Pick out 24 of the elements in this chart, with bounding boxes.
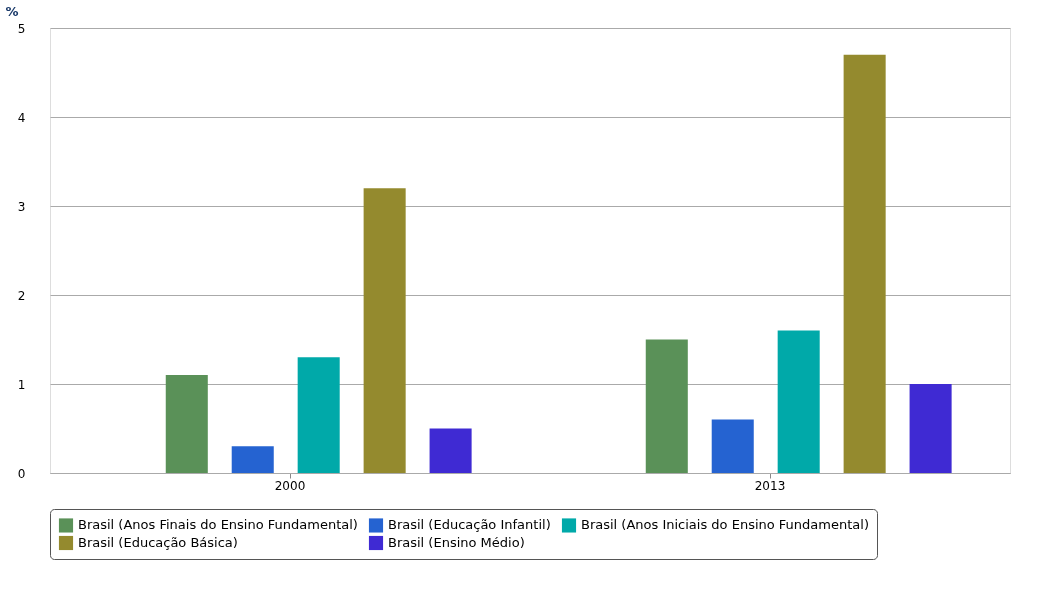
y-axis-title: % bbox=[5, 3, 19, 19]
bar bbox=[777, 330, 820, 473]
y-tick-label: 4 bbox=[17, 110, 26, 125]
y-tick-label: 5 bbox=[17, 21, 26, 36]
bar bbox=[909, 384, 952, 473]
bar bbox=[297, 357, 340, 473]
x-tick-label: 2013 bbox=[754, 478, 786, 493]
legend-label: Brasil (Educação Infantil) bbox=[388, 517, 551, 533]
legend-label: Brasil (Ensino Médio) bbox=[388, 535, 525, 550]
bar bbox=[645, 339, 688, 473]
legend-label: Brasil (Anos Iniciais do Ensino Fundamental) bbox=[581, 517, 869, 533]
legend-label: Brasil (Educação Básica) bbox=[78, 535, 238, 550]
bar bbox=[165, 375, 208, 473]
bar bbox=[429, 428, 472, 473]
x-tick-label: 2000 bbox=[274, 478, 306, 493]
bar bbox=[231, 446, 274, 473]
bar bbox=[843, 54, 886, 473]
y-tick-label: 2 bbox=[17, 288, 26, 303]
bar bbox=[711, 419, 754, 473]
y-tick-label: 3 bbox=[17, 199, 26, 214]
y-tick-label: 1 bbox=[17, 377, 26, 392]
bar bbox=[363, 188, 406, 473]
y-tick-label: 0 bbox=[17, 466, 26, 481]
legend-label: Brasil (Anos Finais do Ensino Fundamental) bbox=[78, 517, 358, 533]
